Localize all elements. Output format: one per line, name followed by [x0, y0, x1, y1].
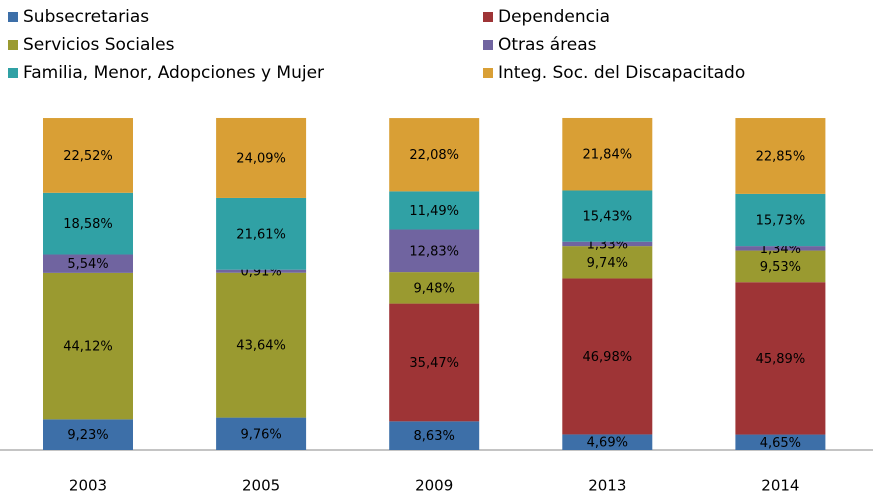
value-label: 4,65% [760, 436, 801, 451]
value-label: 21,61% [236, 227, 286, 242]
bar-segment [389, 191, 480, 230]
bar-segment [389, 229, 480, 273]
legend-swatch [483, 12, 493, 22]
value-label: 24,09% [236, 151, 286, 166]
value-label: 22,85% [756, 149, 806, 164]
bar-segment [389, 118, 480, 192]
bar-segment [216, 269, 307, 273]
bar-segment [389, 421, 480, 450]
value-label: 35,47% [409, 356, 459, 371]
value-label: 18,58% [63, 217, 113, 232]
bar-segment [562, 246, 653, 279]
x-tick-label: 2005 [242, 477, 280, 495]
bar-segment [735, 250, 826, 283]
value-label: 22,52% [63, 149, 113, 164]
legend-label: Integ. Soc. del Discapacitado [498, 63, 745, 83]
bar-segment [562, 278, 653, 435]
legend-swatch [483, 68, 493, 78]
legend-label: Subsecretarias [23, 7, 149, 27]
value-label: 8,63% [414, 429, 455, 444]
bar-segment [562, 434, 653, 450]
legend-swatch [8, 12, 18, 22]
value-label: 9,76% [240, 427, 281, 442]
value-label: 44,12% [63, 340, 113, 355]
bar-segment [389, 272, 480, 304]
value-label: 9,53% [760, 260, 801, 275]
value-label: 22,08% [409, 148, 459, 163]
bar-segment [735, 434, 826, 450]
bar-segment [735, 282, 826, 435]
bar-segment [735, 193, 826, 247]
bar-segment [216, 272, 307, 418]
value-label: 4,69% [587, 436, 628, 451]
bar-segment [216, 197, 307, 270]
value-label: 11,49% [409, 204, 459, 219]
x-tick-label: 2014 [761, 477, 799, 495]
x-tick-label: 2013 [588, 477, 626, 495]
value-label: 15,73% [756, 214, 806, 229]
bar-segment [735, 246, 826, 251]
bar-segment [735, 118, 826, 194]
legend-label: Otras áreas [498, 35, 597, 55]
x-tick-label: 2003 [69, 477, 107, 495]
value-label: 9,23% [67, 428, 108, 443]
legend-swatch [8, 68, 18, 78]
bar-segment [216, 417, 307, 450]
bar-segment [43, 419, 133, 450]
bar-segment [216, 117, 307, 198]
legend-swatch [8, 40, 18, 50]
bar-segment [43, 118, 133, 193]
bar-segment [562, 190, 653, 242]
value-label: 12,83% [409, 244, 459, 259]
bar-segment [43, 192, 133, 255]
value-label: 21,84% [583, 148, 633, 163]
bar-segment [43, 272, 133, 420]
legend-swatch [483, 40, 493, 50]
legend-label: Dependencia [498, 7, 610, 27]
bar-segment [562, 117, 653, 191]
value-label: 9,48% [414, 281, 455, 296]
bar-segment [389, 303, 480, 422]
value-label: 45,89% [756, 352, 806, 367]
x-tick-label: 2009 [415, 477, 453, 495]
value-label: 9,74% [587, 256, 628, 271]
value-label: 15,43% [583, 210, 633, 225]
value-label: 43,64% [236, 339, 286, 354]
bar-segment [562, 241, 653, 247]
legend-label: Familia, Menor, Adopciones y Mujer [23, 63, 324, 83]
value-label: 46,98% [583, 350, 633, 365]
value-label: 5,54% [67, 257, 108, 272]
bar-segment [43, 254, 133, 273]
legend-label: Servicios Sociales [23, 35, 175, 55]
